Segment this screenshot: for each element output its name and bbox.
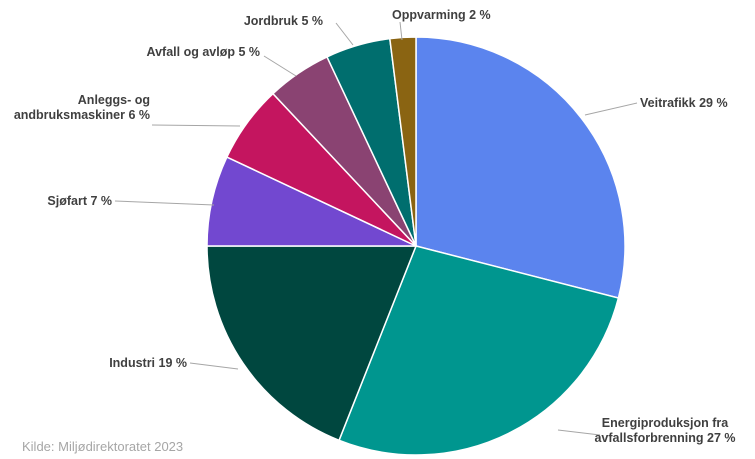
- slice-label: Oppvarming 2 %: [392, 8, 491, 22]
- leader-line: [151, 124, 241, 127]
- slice-label-line: Veitrafikk 29 %: [640, 96, 728, 110]
- pie-slice: [415, 36, 626, 299]
- leader-line: [189, 362, 239, 370]
- pie-slice: [388, 36, 417, 247]
- slice-label: Anleggs- og andbruksmaskiner 6 %: [14, 93, 150, 122]
- leader-line: [557, 429, 601, 436]
- leader-lines: [114, 21, 638, 436]
- pie-slice: [206, 245, 418, 442]
- pie-slice: [338, 245, 620, 456]
- pie-slices: [206, 36, 626, 456]
- slice-label-line: Sjøfart 7 %: [47, 194, 112, 208]
- leader-line: [263, 55, 297, 77]
- slice-label-line: Jordbruk 5 %: [244, 14, 323, 28]
- slice-label-line: Oppvarming 2 %: [392, 8, 491, 22]
- slice-label-line: Industri 19 %: [109, 356, 187, 370]
- slice-label-line: Anleggs- og: [78, 93, 150, 107]
- source-note: Kilde: Miljødirektoratet 2023: [22, 439, 183, 454]
- slice-label-line: Avfall og avløp 5 %: [147, 45, 260, 59]
- slice-label-line: avfallsforbrenning 27 %: [594, 431, 735, 445]
- slice-label: Jordbruk 5 %: [244, 14, 323, 28]
- leader-line: [114, 200, 215, 206]
- slice-label: Energiproduksjon fra avfallsforbrenning 2…: [594, 416, 735, 445]
- slice-label: Sjøfart 7 %: [47, 194, 112, 208]
- leader-line: [335, 22, 354, 46]
- leader-line: [584, 102, 638, 116]
- slice-label-line: Energiproduksjon fra: [602, 416, 729, 430]
- slice-labels: Veitrafikk 29 % Energiproduksjon fra avfal…: [14, 8, 736, 445]
- leader-line: [399, 21, 403, 41]
- slice-label-line: andbruksmaskiner 6 %: [14, 108, 150, 122]
- slice-label: Industri 19 %: [109, 356, 187, 370]
- slice-label: Avfall og avløp 5 %: [147, 45, 260, 59]
- slice-label: Veitrafikk 29 %: [640, 96, 728, 110]
